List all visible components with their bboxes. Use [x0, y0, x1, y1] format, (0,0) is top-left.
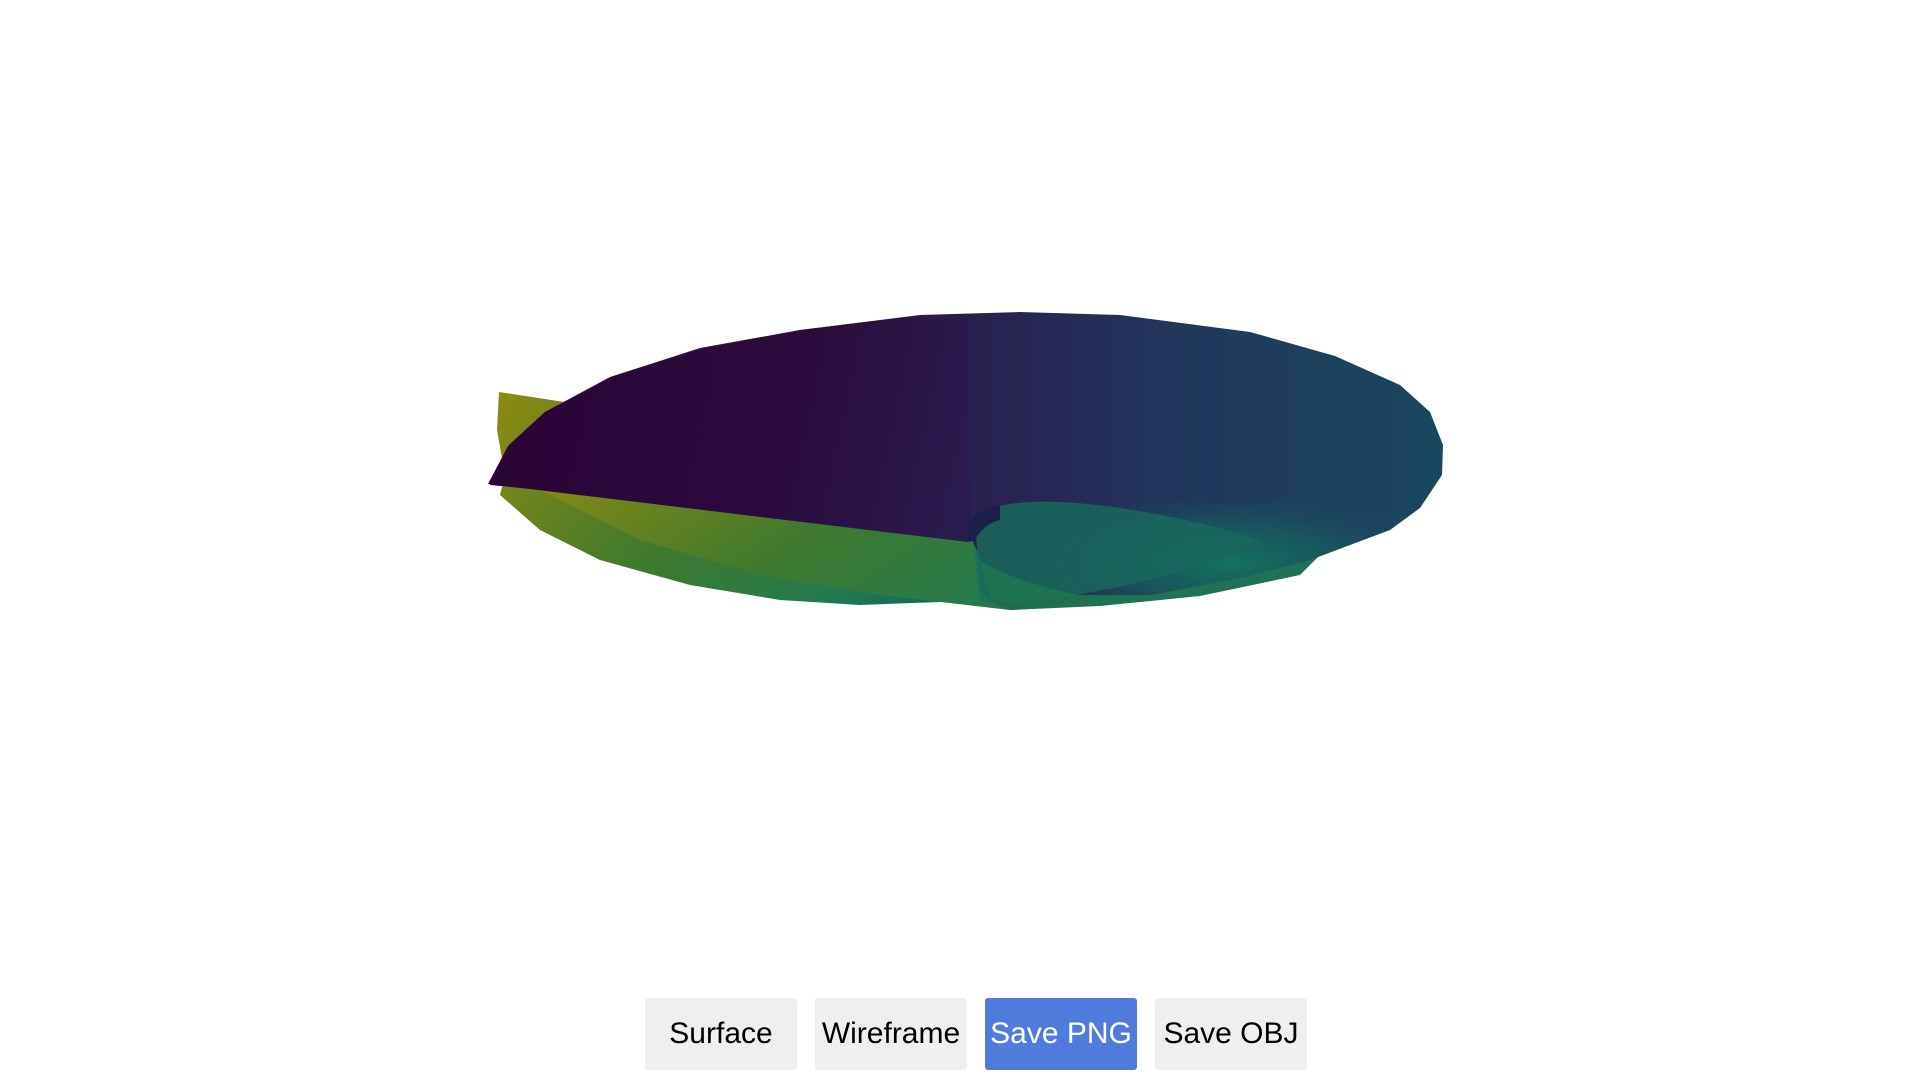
surface-plot[interactable] [0, 0, 1920, 960]
green-front-edge [980, 560, 1150, 610]
3d-viewport[interactable] [0, 0, 1920, 960]
upper-dark-wedge [488, 318, 970, 542]
wedge-inner-curve [968, 505, 1000, 542]
save-obj-button[interactable]: Save OBJ [1155, 998, 1307, 1070]
toolbar: Surface Wireframe Save PNG Save OBJ [16, 998, 1920, 1070]
save-png-button[interactable]: Save PNG [985, 998, 1137, 1070]
teal-center [975, 501, 1260, 602]
wireframe-button[interactable]: Wireframe [815, 998, 967, 1070]
surface-button[interactable]: Surface [645, 998, 797, 1070]
